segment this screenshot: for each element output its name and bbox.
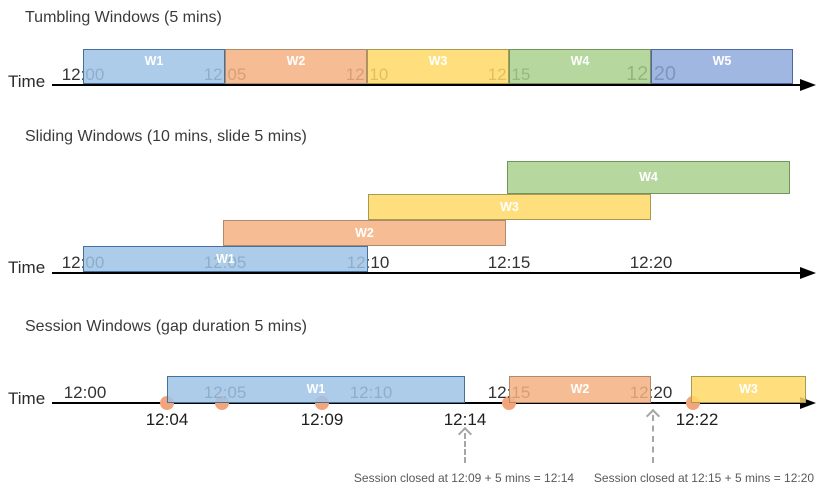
- window-label: W1: [144, 54, 164, 68]
- event-time-label: 12:14: [443, 410, 487, 429]
- tumbling-window-w5: W5: [651, 49, 793, 84]
- tumbling-window-w1: W1: [83, 49, 225, 84]
- sliding-tick: 12:15: [487, 253, 531, 272]
- tumbling-window-w3: W3: [367, 49, 509, 84]
- sliding-axis-arrowhead-icon: [800, 267, 816, 279]
- window-label: W2: [570, 382, 590, 397]
- session-window-w1: W1: [167, 376, 465, 403]
- tumbling-window-w4: W4: [509, 49, 651, 84]
- session-close-annotation: Session closed at 12:15 + 5 mins = 12:20: [593, 471, 815, 485]
- window-label: W2: [286, 54, 306, 68]
- sliding-window-w1: W1: [83, 246, 368, 272]
- arrow-shaft: [464, 433, 466, 463]
- tumbling-axis-arrowhead-icon: [800, 79, 816, 91]
- sliding-title: Sliding Windows (10 mins, slide 5 mins): [25, 128, 307, 145]
- tumbling-window-w2: W2: [225, 49, 367, 84]
- window-label: W4: [639, 170, 658, 185]
- session-window-w2: W2: [509, 376, 651, 403]
- tumbling-time-axis: [52, 84, 800, 86]
- window-label: W1: [306, 382, 326, 397]
- arrow-head: [645, 408, 661, 424]
- sliding-window-w2: W2: [223, 220, 506, 246]
- window-label: W1: [216, 251, 235, 266]
- window-label: W4: [570, 54, 590, 68]
- window-label: W2: [355, 225, 374, 240]
- window-label: W3: [500, 199, 519, 214]
- tumbling-title: Tumbling Windows (5 mins): [25, 9, 222, 26]
- tumbling-time-label: Time: [8, 72, 46, 91]
- sliding-window-w3: W3: [368, 194, 651, 220]
- session-time-label: Time: [8, 389, 46, 408]
- sliding-window-w4: W4: [507, 161, 790, 194]
- window-label: W3: [428, 54, 448, 68]
- session-close-arrow-icon: [457, 426, 473, 463]
- arrow-shaft: [652, 415, 654, 463]
- sliding-time-axis: [52, 272, 800, 274]
- session-window-w3: W3: [691, 376, 806, 403]
- sliding-time-label: Time: [8, 258, 46, 277]
- event-time-label: 12:04: [145, 410, 189, 429]
- sliding-tick: 12:20: [629, 253, 673, 272]
- event-time-label: 12:22: [675, 410, 719, 429]
- session-close-arrow-icon: [645, 408, 661, 463]
- window-label: W5: [712, 54, 732, 68]
- session-close-annotation: Session closed at 12:09 + 5 mins = 12:14: [353, 471, 575, 485]
- arrow-head: [457, 426, 473, 442]
- event-time-label: 12:09: [300, 410, 344, 429]
- session-tick: 12:00: [63, 383, 107, 402]
- window-label: W3: [739, 382, 758, 397]
- session-title: Session Windows (gap duration 5 mins): [25, 318, 307, 335]
- session-time-axis: [52, 402, 800, 404]
